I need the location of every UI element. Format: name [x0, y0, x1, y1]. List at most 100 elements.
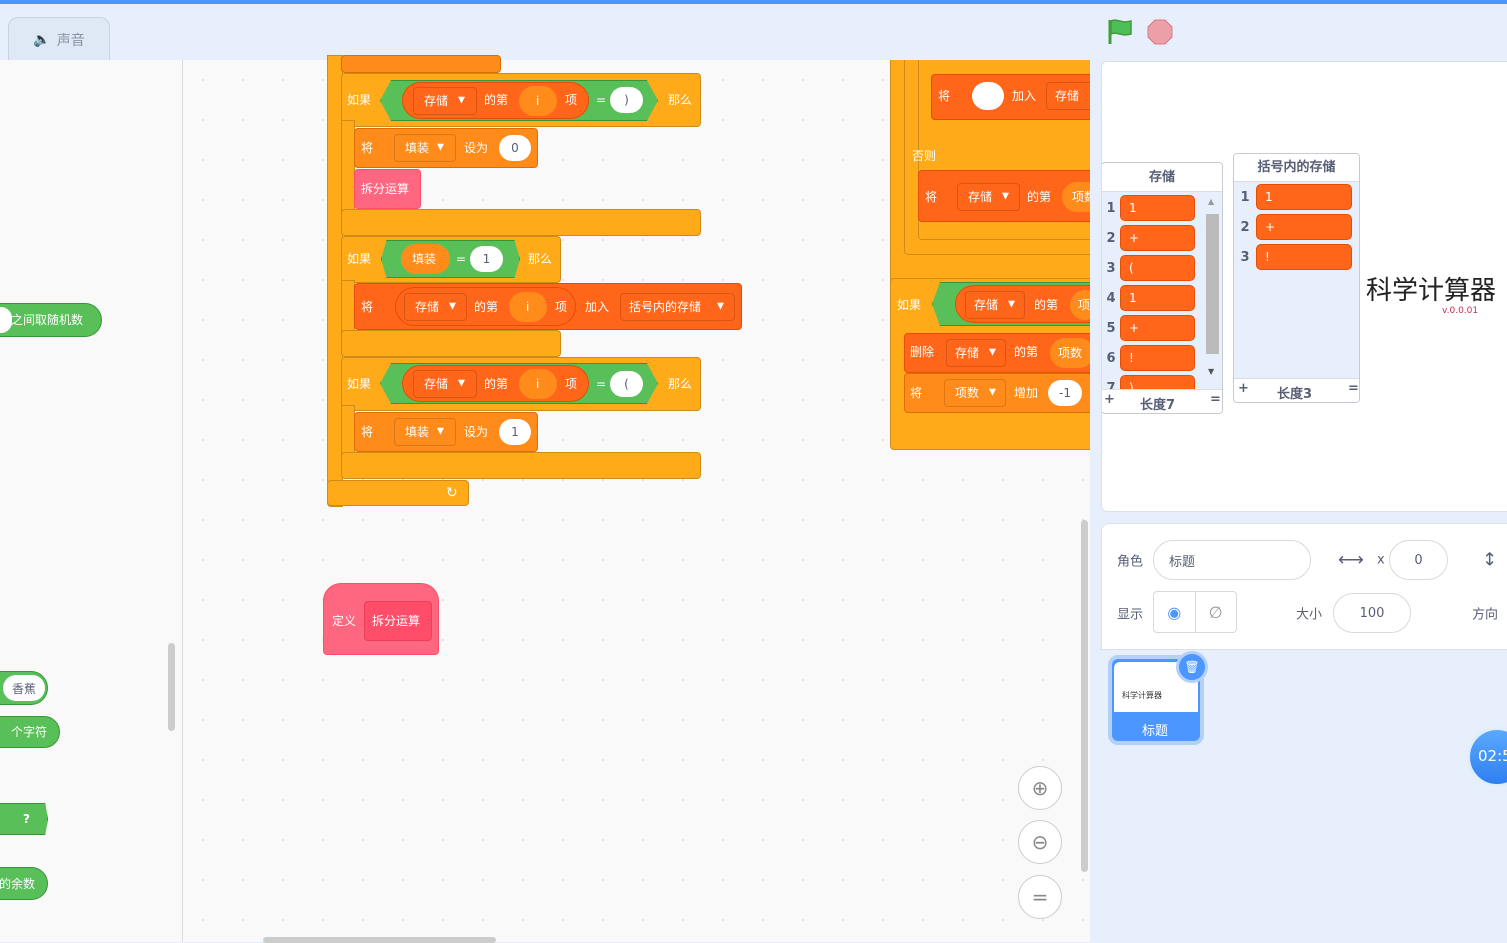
variable-dropdown[interactable]: 填装 ▼	[394, 418, 456, 446]
if-block-bottom	[341, 330, 561, 357]
list-item[interactable]: 6!	[1102, 345, 1195, 371]
palette-block-letters[interactable]: 个字符	[0, 716, 60, 748]
value-input[interactable]: 1	[499, 419, 531, 445]
list-index: 5	[1106, 320, 1116, 336]
custom-block-call[interactable]: 拆分运算	[354, 169, 421, 209]
script-2: 将 加入 存储 否则 将 存储▼ 的第 项数 如果 存储▼ 的第 项 删除 存储…	[890, 60, 1090, 450]
value-input[interactable]: (	[610, 371, 643, 397]
if-block-bottom	[341, 209, 701, 236]
value-input[interactable]	[972, 82, 1004, 110]
list-dropdown[interactable]: 存储 ▼	[413, 370, 477, 398]
list-dropdown[interactable]: 存储 ▼	[404, 293, 467, 321]
if-block-arm	[341, 120, 355, 220]
palette-input: 香蕉	[3, 675, 45, 701]
list-dropdown[interactable]: 存储 ▼	[965, 291, 1025, 319]
list-resize-handle[interactable]: =	[1348, 381, 1359, 396]
list-index: 3	[1106, 260, 1116, 276]
list-item[interactable]: 2 +	[1102, 225, 1195, 251]
list-item-value[interactable]: 1	[1256, 184, 1352, 210]
list-add-button[interactable]: +	[1104, 392, 1115, 407]
define-prototype[interactable]: 拆分运算	[364, 601, 432, 641]
workspace-vertical-scrollbar[interactable]	[1081, 520, 1088, 872]
list-index: 2	[1106, 230, 1116, 246]
value-input[interactable]: 1	[470, 246, 503, 272]
palette-block-join[interactable]: 香蕉	[0, 671, 48, 705]
list-resize-handle[interactable]: =	[1210, 392, 1221, 407]
list-index: 3	[1240, 249, 1250, 265]
zoom-reset-button[interactable]: =	[1018, 875, 1062, 919]
variable-item[interactable]: 项	[1070, 290, 1090, 320]
sprite-x-input[interactable]: 0	[1389, 540, 1448, 580]
list-add-button[interactable]: +	[1238, 381, 1249, 396]
list-index: 2	[1240, 219, 1250, 235]
list-monitor-paren-storage[interactable]: 括号内的存储 1 1 2 +3! + 长度3 =	[1233, 153, 1360, 403]
list-dropdown[interactable]: 存储 ▼	[946, 339, 1006, 367]
list-item-value[interactable]: 1	[1120, 195, 1195, 221]
list-item-value[interactable]: 1	[1120, 285, 1195, 311]
green-flag-icon[interactable]	[1106, 18, 1136, 46]
list-item[interactable]: 5 +	[1102, 315, 1195, 341]
hide-button[interactable]: ∅	[1196, 592, 1237, 632]
value-input[interactable]: )	[610, 87, 643, 113]
list-index: 1	[1106, 200, 1116, 216]
list-index: 1	[1240, 189, 1250, 205]
zoom-out-button[interactable]: ⊖	[1018, 820, 1062, 864]
tab-bar	[0, 4, 1100, 60]
stage[interactable]: 科学计算器 v.0.0.01 存储 1 1 2 +3(4 1 5 +6! 7) ▲ ▼ + 长…	[1101, 61, 1507, 512]
list-index: 4	[1106, 290, 1116, 306]
palette-block-mod[interactable]: 的余数	[0, 867, 48, 900]
list-dropdown[interactable]: 存储 ▼	[413, 87, 477, 115]
tab-sounds[interactable]: 🔈 声音	[8, 17, 110, 61]
define-block[interactable]: 定义 拆分运算	[323, 583, 439, 655]
workspace-horizontal-scrollbar[interactable]	[263, 937, 496, 943]
variable-fill[interactable]: 填装	[401, 244, 450, 274]
stage-version: v.0.0.01	[1442, 306, 1479, 316]
palette-scrollbar[interactable]	[168, 643, 175, 731]
zoom-in-icon: ⊕	[1031, 776, 1049, 800]
list-dropdown[interactable]: 存储 ▼	[957, 183, 1020, 211]
sprite-name-input[interactable]: 标题	[1153, 540, 1311, 580]
repeat-block-bottom: ↻	[327, 480, 469, 506]
palette-block-contains[interactable]: ?	[0, 803, 48, 835]
list-item[interactable]: 3!	[1234, 244, 1352, 270]
list-item-value[interactable]: +	[1120, 225, 1195, 251]
variable-i[interactable]: i	[519, 86, 557, 116]
stage-title: 科学计算器	[1366, 276, 1497, 306]
delete-sprite-button[interactable]: 🗑	[1176, 651, 1208, 683]
list-scrollbar[interactable]: ▲ ▼	[1204, 197, 1221, 383]
variable-count[interactable]: 项数	[1050, 338, 1090, 368]
show-toggle: ◉ ∅	[1153, 591, 1237, 633]
zoom-in-button[interactable]: ⊕	[1018, 766, 1062, 810]
timer-badge: 02:5	[1467, 727, 1507, 787]
list-dropdown[interactable]: 括号内的存储 ▼	[620, 293, 735, 321]
equals-sign: =	[596, 377, 607, 391]
list-footer: + 长度3 =	[1234, 378, 1359, 402]
variable-i[interactable]: i	[509, 292, 547, 322]
list-index: 6	[1106, 350, 1116, 366]
list-item-value[interactable]: (	[1120, 255, 1195, 281]
variable-count[interactable]: 项数	[1062, 182, 1090, 212]
variable-i[interactable]: i	[519, 369, 557, 399]
list-item-value[interactable]: +	[1256, 214, 1352, 240]
list-dropdown[interactable]: 存储	[1046, 82, 1090, 110]
variable-dropdown[interactable]: 填装 ▼	[394, 134, 456, 162]
stop-icon[interactable]	[1147, 19, 1173, 45]
value-input[interactable]: 0	[499, 135, 531, 161]
variable-dropdown[interactable]: 项数 ▼	[944, 379, 1006, 407]
equals-sign: =	[456, 252, 467, 266]
list-item[interactable]: 2 +	[1234, 214, 1352, 240]
value-input[interactable]: -1	[1048, 380, 1082, 406]
palette-block-random[interactable]: 之间取随机数	[0, 303, 102, 337]
list-item[interactable]: 3(	[1102, 255, 1195, 281]
show-button[interactable]: ◉	[1154, 592, 1196, 632]
list-item-value[interactable]: +	[1120, 315, 1195, 341]
list-index: 7	[1106, 380, 1116, 396]
horizontal-arrows-icon: ⟷	[1338, 549, 1364, 571]
list-item-value[interactable]: !	[1120, 345, 1195, 371]
list-item-value[interactable]: !	[1256, 244, 1352, 270]
list-monitor-storage[interactable]: 存储 1 1 2 +3(4 1 5 +6! 7) ▲ ▼ + 长度7 =	[1102, 162, 1223, 414]
sprite-size-input[interactable]: 100	[1333, 593, 1411, 633]
